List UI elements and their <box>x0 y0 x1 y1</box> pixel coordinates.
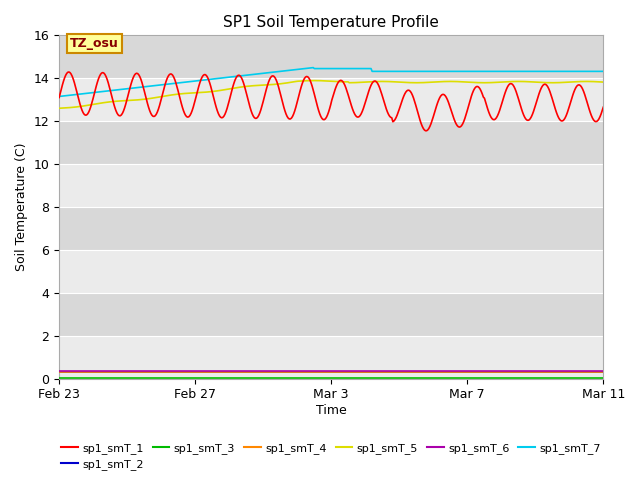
sp1_smT_5 <box>55 106 63 111</box>
Line: sp1_smT_5: sp1_smT_5 <box>59 81 604 108</box>
sp1_smT_7 <box>502 69 510 74</box>
sp1_smT_7 <box>315 66 323 72</box>
sp1_smT_5 <box>588 79 595 84</box>
sp1_smT_2 <box>501 369 509 374</box>
Title: SP1 Soil Temperature Profile: SP1 Soil Temperature Profile <box>223 15 439 30</box>
sp1_smT_3 <box>379 375 387 381</box>
sp1_smT_2 <box>586 369 594 374</box>
sp1_smT_7 <box>309 65 317 71</box>
sp1_smT_2 <box>600 369 607 374</box>
sp1_smT_4 <box>501 370 509 375</box>
Bar <box>59 250 604 293</box>
sp1_smT_1 <box>318 116 326 121</box>
sp1_smT_6 <box>314 368 321 373</box>
sp1_smT_1 <box>600 104 607 110</box>
sp1_smT_6 <box>349 368 357 373</box>
sp1_smT_7 <box>380 69 388 74</box>
sp1_smT_5 <box>351 80 358 85</box>
sp1_smT_5 <box>600 79 607 85</box>
sp1_smT_4 <box>600 370 607 375</box>
sp1_smT_6 <box>379 368 387 373</box>
sp1_smT_6 <box>317 368 324 373</box>
Y-axis label: Soil Temperature (C): Soil Temperature (C) <box>15 143 28 271</box>
sp1_smT_3 <box>586 375 594 381</box>
sp1_smT_7 <box>351 66 358 72</box>
Bar <box>59 207 604 250</box>
sp1_smT_4 <box>55 370 63 375</box>
sp1_smT_2 <box>317 369 324 374</box>
Bar <box>59 78 604 121</box>
sp1_smT_5 <box>502 79 510 84</box>
sp1_smT_3 <box>55 375 63 381</box>
sp1_smT_1 <box>65 69 73 75</box>
sp1_smT_4 <box>314 370 321 375</box>
Line: sp1_smT_7: sp1_smT_7 <box>59 68 604 96</box>
sp1_smT_4 <box>379 370 387 375</box>
sp1_smT_7 <box>588 69 595 74</box>
sp1_smT_2 <box>379 369 387 374</box>
sp1_smT_4 <box>317 370 324 375</box>
Text: TZ_osu: TZ_osu <box>70 37 119 50</box>
sp1_smT_1 <box>55 95 63 100</box>
Bar <box>59 293 604 336</box>
Bar <box>59 164 604 207</box>
sp1_smT_7 <box>600 69 607 74</box>
sp1_smT_1 <box>422 128 429 133</box>
sp1_smT_3 <box>314 375 321 381</box>
sp1_smT_4 <box>349 370 357 375</box>
Legend: sp1_smT_1, sp1_smT_2, sp1_smT_3, sp1_smT_4, sp1_smT_5, sp1_smT_6, sp1_smT_7: sp1_smT_1, sp1_smT_2, sp1_smT_3, sp1_smT… <box>57 438 605 474</box>
sp1_smT_6 <box>501 368 509 373</box>
sp1_smT_4 <box>586 370 594 375</box>
sp1_smT_3 <box>600 375 607 381</box>
sp1_smT_2 <box>55 369 63 374</box>
sp1_smT_7 <box>318 66 326 72</box>
X-axis label: Time: Time <box>316 404 347 417</box>
sp1_smT_1 <box>351 111 358 117</box>
sp1_smT_3 <box>317 375 324 381</box>
sp1_smT_2 <box>349 369 357 374</box>
sp1_smT_5 <box>380 79 388 84</box>
sp1_smT_3 <box>501 375 509 381</box>
sp1_smT_5 <box>318 78 326 84</box>
sp1_smT_2 <box>314 369 321 374</box>
Bar <box>59 36 604 78</box>
sp1_smT_6 <box>586 368 594 373</box>
sp1_smT_1 <box>380 99 388 105</box>
sp1_smT_1 <box>315 108 323 114</box>
Bar <box>59 121 604 164</box>
sp1_smT_1 <box>589 115 596 121</box>
sp1_smT_5 <box>310 78 318 84</box>
sp1_smT_6 <box>600 368 607 373</box>
sp1_smT_6 <box>55 368 63 373</box>
sp1_smT_1 <box>504 84 511 90</box>
sp1_smT_3 <box>349 375 357 381</box>
sp1_smT_5 <box>315 78 323 84</box>
Line: sp1_smT_1: sp1_smT_1 <box>59 72 604 131</box>
sp1_smT_7 <box>55 94 63 99</box>
Bar <box>59 336 604 379</box>
